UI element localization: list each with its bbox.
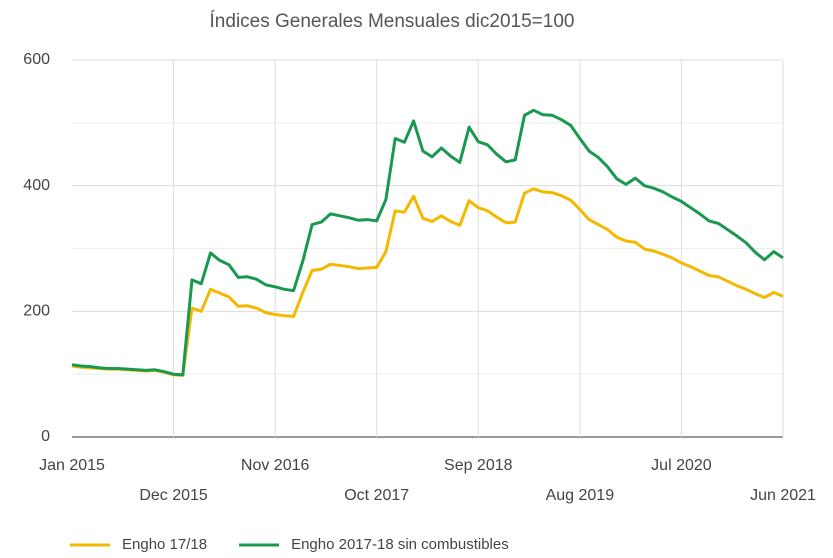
x-tick-label: Jul 2020 (651, 457, 712, 474)
series-line (71, 108, 784, 377)
x-tick-label: Nov 2016 (241, 457, 310, 474)
y-tick-label: 600 (23, 51, 50, 68)
series-line (71, 187, 784, 377)
x-tick-label: Jan 2015 (39, 457, 105, 474)
y-tick-label: 400 (23, 177, 50, 194)
legend-label: Engho 17/18 (122, 536, 207, 553)
x-tick-label: Jun 2021 (750, 487, 816, 504)
legend-label: Engho 2017-18 sin combustibles (291, 536, 509, 553)
x-tick-label: Dec 2015 (139, 487, 208, 504)
chart-title: Índices Generales Mensuales dic2015=100 (210, 11, 575, 32)
x-tick-label: Oct 2017 (344, 487, 409, 504)
x-tick-label: Aug 2019 (546, 487, 615, 504)
y-tick-label: 200 (23, 303, 50, 320)
x-tick-label: Sep 2018 (444, 457, 513, 474)
y-tick-label: 0 (41, 428, 50, 445)
